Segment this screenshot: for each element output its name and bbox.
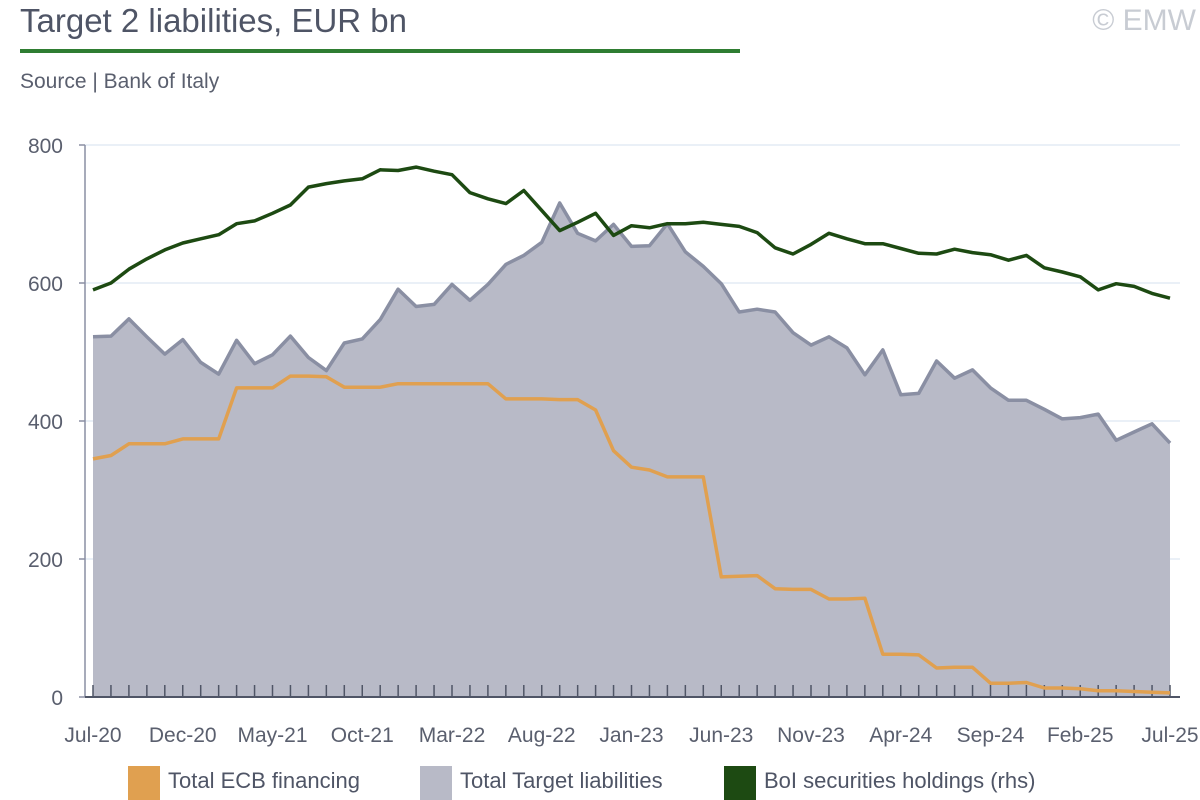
axis-labels: 0 200 400 600 800 Jul-20 Dec-20 May-21 Oct-21 Mar…	[28, 135, 1199, 747]
title-underline	[20, 49, 740, 53]
legend-label-boi-holdings: BoI securities holdings (rhs)	[764, 768, 1036, 793]
axes	[79, 144, 1180, 698]
series-area-target-liabilities	[93, 203, 1170, 697]
x-tick-label: Nov-23	[777, 724, 845, 747]
line-chart: 0 200 400 600 800 Jul-20 Dec-20 May-21 Oct-21 Mar…	[28, 135, 1199, 747]
x-tick-label: Oct-21	[331, 724, 394, 747]
chart-source: Source | Bank of Italy	[20, 70, 220, 93]
x-tick-label: Jan-23	[599, 724, 663, 747]
legend-label-target-liabilities: Total Target liabilities	[460, 768, 663, 793]
y-tick-label: 800	[28, 135, 63, 158]
x-tick-label: May-21	[237, 724, 307, 747]
legend-swatch-ecb-financing	[128, 766, 160, 800]
x-tick-label: Dec-20	[149, 724, 217, 747]
x-tick-label: Feb-25	[1047, 724, 1114, 747]
copyright-watermark: © EMW	[1092, 4, 1196, 37]
x-tick-label: Mar-22	[419, 724, 486, 747]
x-tick-label: Aug-22	[508, 724, 576, 747]
y-tick-label: 200	[28, 549, 63, 572]
x-tick-label: Jun-23	[689, 724, 753, 747]
y-tick-label: 400	[28, 411, 63, 434]
chart-legend: Total ECB financing Total Target liabili…	[0, 764, 1200, 800]
x-tick-label: Sep-24	[957, 724, 1025, 747]
plot-area	[92, 201, 1172, 697]
chart-title: Target 2 liabilities, EUR bn	[20, 2, 408, 39]
y-tick-label: 0	[51, 687, 63, 710]
x-tick-label: Jul-25	[1141, 724, 1198, 747]
legend-swatch-target-liabilities	[420, 766, 452, 800]
series-line-boi-holdings	[92, 165, 1171, 300]
x-tick-label: Apr-24	[869, 724, 932, 747]
series-lines	[92, 165, 1171, 695]
series-line-ecb-financing	[92, 374, 1171, 695]
legend-label-ecb-financing: Total ECB financing	[168, 768, 360, 793]
x-tick-label: Jul-20	[64, 724, 121, 747]
legend-swatch-boi-holdings	[724, 766, 756, 800]
series-line-target-liabilities	[92, 201, 1172, 445]
y-tick-label: 600	[28, 273, 63, 296]
